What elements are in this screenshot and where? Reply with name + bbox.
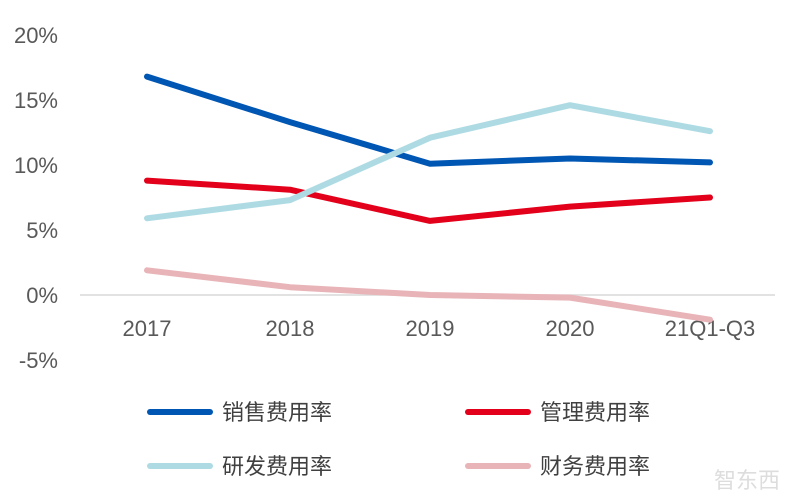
x-tick-label: 2019 <box>406 316 455 341</box>
legend-label: 研发费用率 <box>222 455 332 480</box>
watermark-logo: 智东西 <box>713 469 780 494</box>
x-tick-label: 2017 <box>123 316 172 341</box>
y-tick-label: 10% <box>14 153 58 178</box>
y-tick-label: -5% <box>19 348 58 373</box>
x-tick-label: 2020 <box>546 316 595 341</box>
legend-label: 销售费用率 <box>222 401 332 426</box>
y-tick-label: 15% <box>14 88 58 113</box>
x-tick-label: 2018 <box>266 316 315 341</box>
y-tick-label: 20% <box>14 23 58 48</box>
legend-label: 管理费用率 <box>540 401 650 426</box>
series-line-2 <box>144 177 713 224</box>
legend-label: 财务费用率 <box>540 455 650 480</box>
y-tick-label: 0% <box>26 283 58 308</box>
series-line-1 <box>144 73 713 167</box>
y-tick-label: 5% <box>26 218 58 243</box>
